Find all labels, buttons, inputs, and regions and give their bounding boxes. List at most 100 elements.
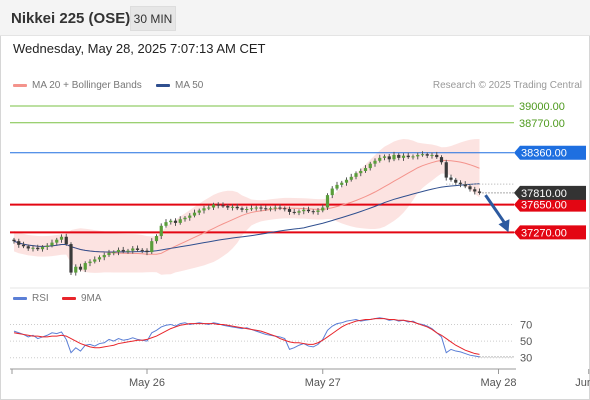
level-label-4: 37270.00 [514, 225, 586, 240]
candle-body [221, 205, 225, 207]
watermark: Research © 2025 Trading Central [432, 80, 582, 91]
candles [12, 151, 482, 276]
candle-body [230, 206, 235, 208]
candle-body [178, 219, 182, 223]
candle-body [59, 236, 64, 240]
candle-body [397, 154, 401, 158]
candle-body [458, 182, 463, 185]
candle-body [207, 207, 211, 209]
legend-rsi: RSI [13, 293, 49, 304]
candle-body [344, 179, 349, 183]
candle-body [382, 156, 387, 158]
forecast-arrow [484, 194, 507, 226]
candle-body [287, 209, 292, 212]
candle-body [97, 257, 102, 260]
candle-body [283, 208, 287, 210]
candle-body [64, 236, 68, 245]
candle-body [268, 208, 273, 210]
candle-body [411, 156, 415, 158]
legend-ma50: MA 50 [156, 80, 203, 91]
rsi-tick-label: 50 [520, 336, 532, 348]
candle-body [439, 157, 444, 163]
candle-body [273, 207, 277, 209]
rsi-tick-label: 70 [520, 319, 532, 331]
candle-body [121, 249, 125, 252]
candle-body [449, 177, 453, 180]
candle-body [444, 162, 448, 178]
candle-body [430, 154, 434, 156]
last-price-tag [514, 185, 586, 200]
candle-body [83, 263, 87, 270]
candle-body [154, 236, 159, 242]
candle-body [183, 217, 187, 220]
candle-body [216, 204, 220, 206]
candle-body [50, 242, 54, 246]
candle-body [55, 239, 59, 243]
instrument-title: Nikkei 225 (OSE) [11, 10, 131, 27]
candle-body [202, 208, 206, 211]
candle-body [78, 266, 83, 270]
candle-body [93, 259, 97, 262]
x-tick-label: May 28 [480, 377, 516, 389]
candle-body [150, 241, 154, 253]
candle-body [140, 249, 144, 251]
candle-body [74, 266, 78, 273]
candle-body [245, 209, 249, 210]
candle-body [145, 250, 149, 253]
candle-body [354, 173, 358, 177]
level-label-tag [514, 225, 586, 240]
candle-body [340, 182, 344, 185]
candle-body [420, 154, 425, 156]
ma-bb-swatch [13, 83, 27, 87]
rsi-line [13, 317, 480, 358]
x-tick-label: May 27 [305, 377, 341, 389]
interval-button[interactable]: 30 MIN [130, 6, 176, 31]
header-bar: Nikkei 225 (OSE) 30 MIN [0, 0, 590, 36]
legend-9ma-label: 9MA [81, 293, 102, 304]
candle-body [330, 188, 334, 196]
ma9-swatch [62, 296, 76, 300]
legend-9ma: 9MA [62, 293, 102, 304]
candle-body [463, 184, 467, 187]
candle-body [259, 207, 263, 209]
legend-ma-bb-label: MA 20 + Bollinger Bands [32, 80, 142, 91]
candle-body [45, 245, 49, 247]
candle-body [126, 250, 130, 252]
rsi-ma-line [13, 318, 480, 355]
ma50-swatch [156, 83, 170, 87]
candle-body [378, 157, 382, 161]
candle-body [254, 207, 258, 209]
candle-body [36, 247, 40, 250]
level-label-0: 39000.00 [519, 101, 565, 113]
candle-body [292, 211, 296, 213]
candle-body [477, 191, 482, 193]
candle-body [102, 255, 106, 258]
candle-body [401, 155, 406, 158]
candle-body [169, 220, 173, 223]
candle-body [392, 154, 396, 160]
candle-body [131, 248, 135, 251]
level-label-text: 37650.00 [521, 200, 567, 212]
rsi-tick-label: 30 [520, 353, 532, 365]
candle-body [297, 211, 301, 213]
candle-body [363, 168, 368, 171]
x-tick-label: Jun 6 [575, 377, 590, 389]
candle-body [335, 184, 339, 189]
candle-body [173, 220, 178, 223]
candle-body [416, 154, 420, 157]
level-label-2: 38360.00 [514, 145, 586, 160]
rsi-swatch [13, 296, 27, 300]
candle-body [211, 204, 216, 208]
last-price-label: 37810.00 [514, 185, 586, 200]
timestamp: Wednesday, May 28, 2025 7:07:13 AM CET [13, 41, 266, 56]
candle-body [12, 239, 16, 242]
candle-body [226, 206, 230, 208]
candle-body [112, 252, 116, 254]
candle-body [240, 208, 244, 210]
candle-body [21, 244, 26, 247]
ma50-line [13, 183, 480, 253]
level-label-text: 39000.00 [519, 101, 565, 113]
level-label-1: 38770.00 [519, 118, 565, 130]
candle-body [468, 186, 472, 190]
